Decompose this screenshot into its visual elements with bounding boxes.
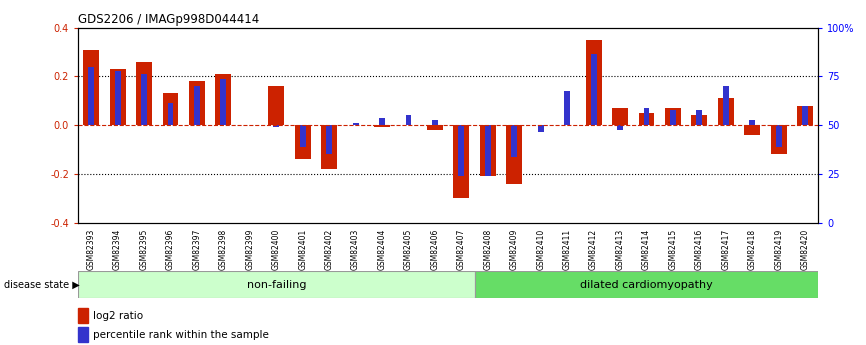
Bar (163, 93, 178, 125)
Text: GDS2206 / IMAGp998D044414: GDS2206 / IMAGp998D044414 (78, 13, 259, 27)
Bar (294, 125, 311, 159)
Bar (321, 125, 337, 169)
Bar (136, 62, 152, 125)
Bar (617, 125, 623, 130)
Bar (141, 74, 147, 125)
Bar (591, 55, 597, 125)
Bar (696, 110, 702, 125)
Bar (274, 125, 279, 128)
Text: disease state ▶: disease state ▶ (4, 280, 80, 289)
Bar (749, 120, 755, 125)
Bar (585, 40, 602, 125)
Bar (114, 71, 120, 125)
Bar (798, 106, 813, 125)
Bar (110, 69, 126, 125)
Bar (268, 86, 284, 125)
Bar (221, 79, 226, 125)
Bar (802, 106, 808, 125)
Bar (776, 125, 782, 147)
Bar (168, 103, 173, 125)
Bar (718, 98, 734, 125)
Bar (326, 125, 332, 154)
Bar (300, 125, 306, 147)
Bar (194, 86, 200, 125)
Bar (83, 50, 99, 125)
Bar (511, 125, 517, 157)
Text: log2 ratio: log2 ratio (93, 312, 143, 322)
Bar (379, 118, 385, 125)
Bar (485, 125, 491, 176)
FancyBboxPatch shape (78, 271, 475, 298)
Bar (189, 81, 205, 125)
Bar (432, 120, 438, 125)
Bar (643, 108, 650, 125)
Bar (352, 122, 359, 125)
Bar (771, 125, 786, 154)
Bar (480, 125, 495, 176)
Bar (78, 327, 88, 342)
Bar (723, 86, 728, 125)
Bar (507, 125, 522, 184)
Text: dilated cardiomyopathy: dilated cardiomyopathy (580, 280, 713, 289)
Bar (374, 125, 390, 128)
Bar (405, 115, 411, 125)
Bar (565, 91, 570, 125)
FancyBboxPatch shape (475, 271, 818, 298)
Bar (670, 110, 675, 125)
Bar (665, 108, 681, 125)
Text: non-failing: non-failing (247, 280, 306, 289)
Bar (612, 108, 628, 125)
Bar (638, 113, 655, 125)
Bar (454, 125, 469, 198)
Bar (216, 74, 231, 125)
Text: percentile rank within the sample: percentile rank within the sample (93, 331, 268, 341)
Bar (88, 67, 94, 125)
Bar (458, 125, 464, 176)
Bar (744, 125, 760, 135)
Bar (78, 308, 88, 323)
Bar (538, 125, 544, 132)
Bar (691, 115, 708, 125)
Bar (427, 125, 443, 130)
